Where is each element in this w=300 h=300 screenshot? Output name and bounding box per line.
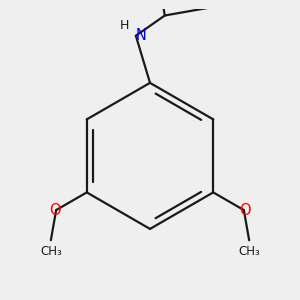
Text: H: H xyxy=(119,19,129,32)
Text: O: O xyxy=(49,202,61,217)
Text: CH₃: CH₃ xyxy=(40,245,62,258)
Text: N: N xyxy=(136,28,147,43)
Text: CH₃: CH₃ xyxy=(238,245,260,258)
Text: O: O xyxy=(239,202,251,217)
